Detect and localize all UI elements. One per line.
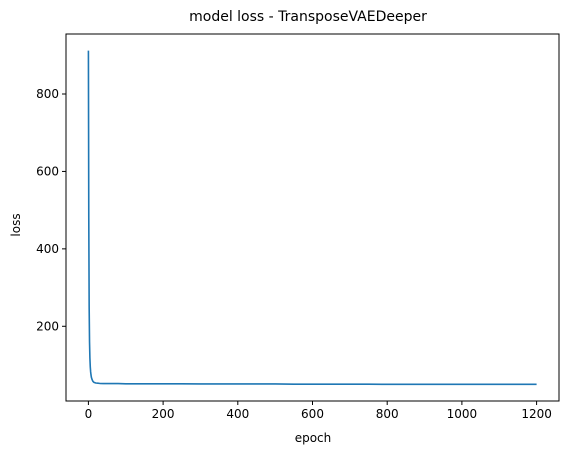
x-tick-label: 1000 (447, 407, 478, 421)
x-tick-label: 200 (152, 407, 175, 421)
x-axis-label: epoch (295, 431, 332, 445)
y-tick-label: 800 (36, 87, 59, 101)
axis-ticks: 0 200 400 600 800 1000 1200 200 400 600 800 (36, 87, 552, 421)
chart-title: model loss - TransposeVAEDeeper (189, 9, 427, 25)
loss-series-line (87, 50, 537, 386)
x-tick-label: 600 (301, 407, 324, 421)
y-tick-label: 200 (36, 319, 59, 333)
x-tick-label: 1200 (521, 407, 552, 421)
y-axis-label: loss (9, 213, 23, 236)
y-tick-label: 400 (36, 242, 59, 256)
x-tick-label: 400 (226, 407, 249, 421)
x-tick-label: 800 (376, 407, 399, 421)
plot-frame (65, 33, 560, 402)
y-tick-label: 600 (36, 164, 59, 178)
plot-area (87, 50, 537, 386)
x-tick-label: 0 (85, 407, 93, 421)
